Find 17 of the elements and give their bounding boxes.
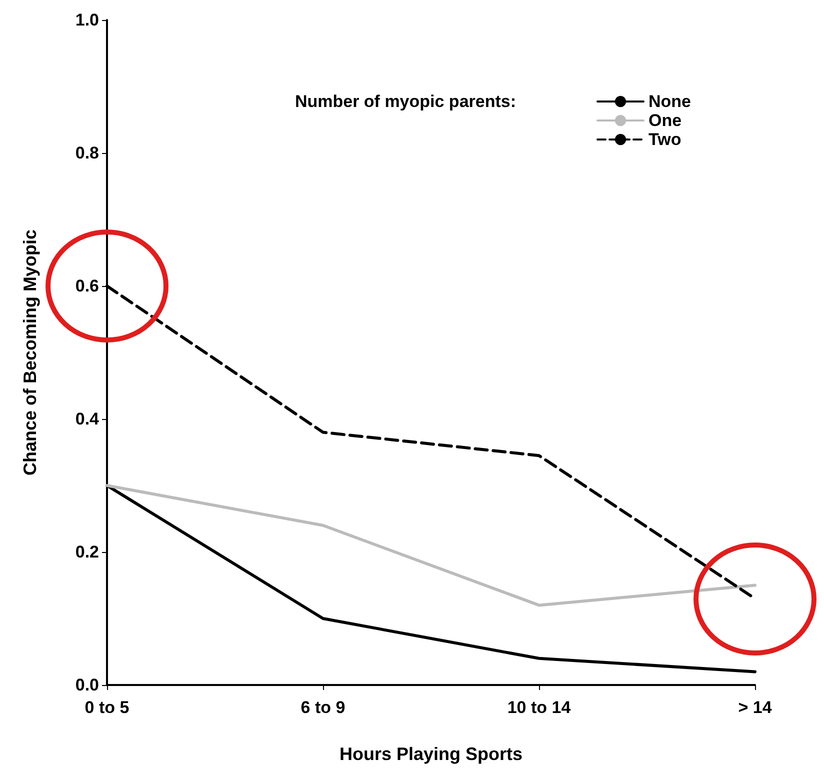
x-tick-label: 6 to 9 xyxy=(300,698,346,717)
y-tick-label: 0.6 xyxy=(75,276,99,296)
x-tick-label: 0 to 5 xyxy=(84,698,130,717)
x-tick-label: 10 to 14 xyxy=(507,698,572,717)
line-series xyxy=(106,484,756,607)
y-tick-label: 1.0 xyxy=(75,10,99,30)
y-tick-label: 0.2 xyxy=(75,542,99,562)
y-axis-title: Chance of Becoming Myopic xyxy=(20,229,40,476)
y-tick-label: 0.4 xyxy=(75,410,100,428)
legend-label: None xyxy=(648,92,691,111)
x-tick-label: > 14 xyxy=(738,698,772,717)
legend-title: Number of myopic parents: xyxy=(294,92,516,111)
y-tick-label: 0.8 xyxy=(75,144,99,162)
y-tick-label: 0.0 xyxy=(75,676,99,694)
x-axis-title: Hours Playing Sports xyxy=(339,744,523,764)
legend-label: Two xyxy=(648,130,682,149)
legend-label: One xyxy=(648,111,682,130)
